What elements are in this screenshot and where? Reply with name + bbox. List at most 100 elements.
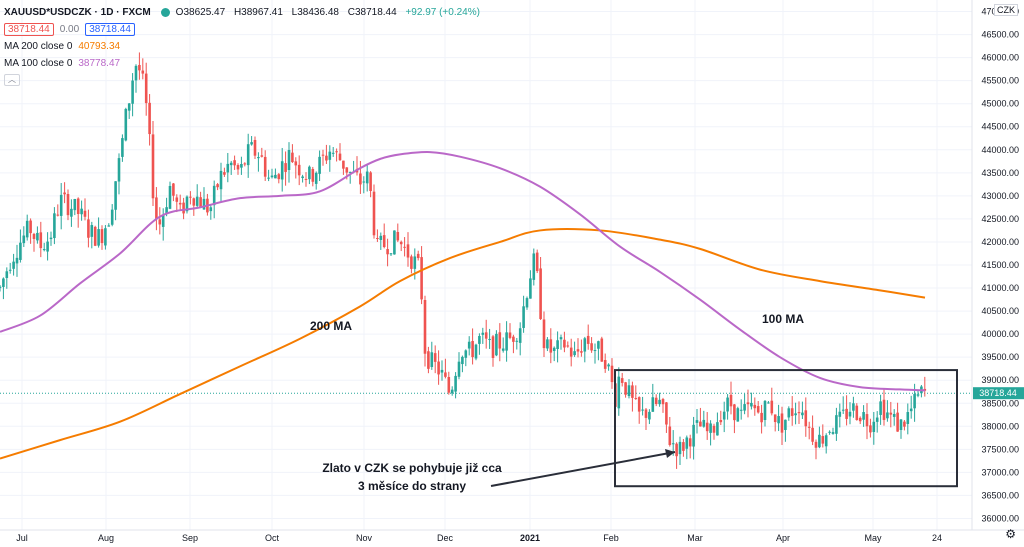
price-tick-label: 36000.00 — [981, 513, 1019, 523]
candle-body — [70, 208, 73, 217]
candle-body — [535, 252, 539, 272]
candle-body — [250, 142, 253, 145]
candle-body — [699, 421, 702, 427]
ma100-legend-label: MA 100 close 0 — [4, 58, 73, 69]
candle-body — [539, 268, 542, 320]
candle-body — [811, 427, 814, 442]
bid-price-button[interactable]: 38718.44 — [4, 23, 54, 36]
candle-body — [124, 108, 128, 141]
ohlc-values: O38625.47 H38967.41 L38436.48 C38718.44 … — [176, 7, 486, 18]
candle-body — [413, 256, 417, 269]
candle-body — [542, 319, 546, 349]
candle-body — [658, 399, 661, 405]
sideways-range-box — [614, 369, 958, 488]
candle-body — [39, 232, 43, 249]
candle-body — [260, 155, 264, 157]
candle-body — [226, 163, 230, 173]
candle-body — [304, 178, 308, 180]
time-tick-label: 24 — [932, 533, 942, 543]
candle-body — [63, 192, 66, 195]
price-tick-label: 44000.00 — [981, 145, 1019, 155]
candle-body — [631, 385, 634, 398]
candle-body — [739, 409, 743, 411]
candle-body — [100, 229, 104, 244]
candle-body — [491, 336, 495, 358]
candle-body — [263, 156, 267, 177]
candle-body — [838, 411, 842, 417]
candle-body — [899, 419, 903, 430]
ma100-line — [0, 151, 926, 392]
price-tick-label: 44500.00 — [981, 122, 1019, 132]
candle-body — [617, 376, 621, 409]
candle-body — [501, 348, 505, 351]
candle-body — [580, 351, 583, 353]
candle-body — [750, 402, 753, 407]
candle-body — [73, 198, 77, 211]
candle-body — [488, 338, 491, 340]
candle-body — [515, 340, 519, 342]
candle-body — [410, 256, 413, 269]
time-tick-label: Dec — [437, 533, 454, 543]
candle-body — [722, 411, 726, 420]
candle-body — [678, 441, 682, 455]
symbol-row: XAUUSD*USDCZK · 1D · FXCM O38625.47 H389… — [4, 4, 486, 21]
candle-body — [362, 181, 366, 183]
candle-body — [199, 197, 202, 208]
candle-body — [325, 155, 328, 161]
price-tick-label: 45500.00 — [981, 76, 1019, 86]
candle-body — [379, 235, 383, 240]
candle-body — [5, 271, 9, 279]
chevron-up-icon[interactable]: ︿ — [4, 74, 20, 86]
candle-body — [450, 389, 454, 394]
candle-body — [767, 402, 770, 404]
candle-body — [896, 412, 899, 432]
time-tick-label: Nov — [356, 533, 373, 543]
candle-body — [668, 426, 672, 445]
candle-body — [212, 185, 216, 206]
candle-body — [403, 246, 406, 248]
price-tick-label: 46500.00 — [981, 30, 1019, 40]
price-tick-label: 42000.00 — [981, 237, 1019, 247]
candle-body — [654, 397, 658, 405]
ask-price-button[interactable]: 38718.44 — [85, 23, 135, 36]
candle-body — [835, 415, 838, 434]
candle-body — [770, 400, 774, 414]
candle-body — [97, 229, 100, 246]
candle-body — [372, 191, 376, 236]
candle-body — [576, 349, 580, 352]
candle-body — [586, 335, 590, 344]
candle-body — [828, 431, 831, 433]
spread-value: 0.00 — [59, 24, 80, 35]
ma100-legend-row[interactable]: MA 100 close 0 38778.47 — [4, 55, 486, 72]
symbol-title[interactable]: XAUUSD*USDCZK · 1D · FXCM — [4, 7, 151, 18]
candle-body — [879, 401, 882, 415]
currency-button[interactable]: CZK — [994, 4, 1018, 16]
candle-body — [597, 341, 600, 349]
candle-body — [852, 403, 855, 411]
candle-body — [457, 361, 461, 377]
candle-body — [603, 360, 607, 369]
price-tick-label: 41000.00 — [981, 283, 1019, 293]
candle-body — [556, 340, 559, 350]
candle-body — [287, 149, 291, 171]
candle-body — [257, 157, 260, 159]
candle-body — [913, 394, 916, 409]
candle-body — [172, 183, 175, 196]
candle-body — [661, 399, 665, 405]
candle-body — [297, 164, 301, 176]
candle-body — [209, 207, 213, 212]
candle-body — [185, 196, 189, 212]
price-tick-label: 40500.00 — [981, 306, 1019, 316]
candle-body — [314, 172, 318, 184]
candle-body — [117, 158, 121, 182]
candle-body — [641, 409, 644, 411]
candle-body — [59, 194, 63, 216]
candle-body — [246, 144, 250, 166]
candle-body — [746, 402, 750, 405]
candle-body — [546, 339, 549, 349]
candle-body — [243, 163, 247, 165]
gear-icon[interactable]: ⚙ — [1005, 527, 1016, 541]
ma200-legend-row[interactable]: MA 200 close 0 40793.34 — [4, 38, 486, 55]
candle-body — [627, 385, 631, 396]
